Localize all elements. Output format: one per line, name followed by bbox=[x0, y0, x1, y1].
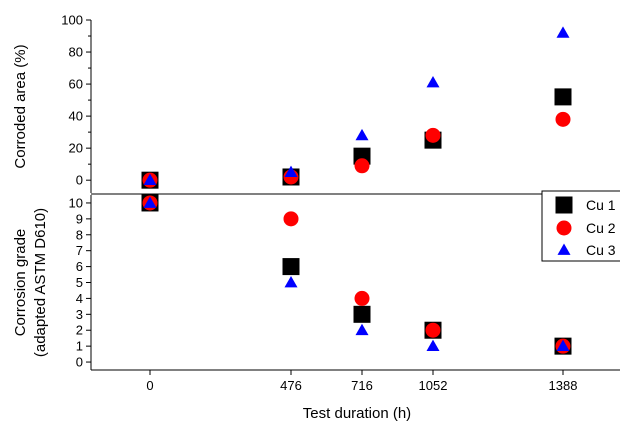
top-y-axis-title: Corroded area (%) bbox=[12, 44, 29, 168]
bottom-y-tick-label: 0 bbox=[76, 355, 83, 370]
bottom-point-cu-1 bbox=[353, 305, 371, 323]
top-y-tick-label: 40 bbox=[69, 109, 83, 124]
top-point-cu-2 bbox=[425, 127, 441, 143]
bottom-y-axis-title-line1: Corrosion grade bbox=[12, 229, 29, 337]
legend-marker-cu-2 bbox=[556, 220, 572, 236]
bottom-point-cu-3 bbox=[284, 276, 298, 288]
legend: Cu 1 Cu 2 Cu 3 bbox=[541, 190, 620, 262]
top-point-cu-3 bbox=[284, 165, 298, 178]
bottom-point-cu-3 bbox=[426, 339, 440, 352]
top-y-tick-label: 60 bbox=[69, 77, 83, 92]
bottom-point-cu-1 bbox=[282, 258, 300, 276]
bottom-point-cu-2 bbox=[425, 322, 441, 338]
x-tick-label: 1388 bbox=[549, 378, 578, 393]
top-panel: 0 20 40 60 80 100 Corroded area (%) bbox=[12, 13, 620, 195]
x-tick-label: 0 bbox=[146, 378, 153, 393]
top-point-cu-2 bbox=[354, 158, 370, 174]
bottom-y-tick-label: 5 bbox=[76, 275, 83, 290]
x-axis-title: Test duration (h) bbox=[303, 405, 411, 422]
bottom-point-cu-2 bbox=[283, 211, 299, 227]
bottom-point-cu-3 bbox=[355, 323, 369, 336]
x-axis: 0 476 716 1052 1388 Test duration (h) bbox=[91, 369, 620, 422]
bottom-y-axis-title-line2: (adapted ASTM D610) bbox=[32, 208, 49, 357]
bottom-y-tick-label: 7 bbox=[76, 243, 83, 258]
x-tick-label: 476 bbox=[280, 378, 302, 393]
bottom-point-cu-2 bbox=[354, 290, 370, 306]
top-point-cu-1 bbox=[554, 88, 572, 106]
top-y-tick-label: 100 bbox=[61, 13, 83, 28]
x-tick-label: 1052 bbox=[419, 378, 448, 393]
legend-label-cu-3: Cu 3 bbox=[586, 242, 616, 258]
bottom-point-cu-3 bbox=[143, 196, 157, 208]
top-point-cu-3 bbox=[556, 26, 570, 38]
bottom-y-tick-label: 9 bbox=[76, 211, 83, 226]
bottom-y-tick-label: 2 bbox=[76, 323, 83, 338]
top-point-cu-2 bbox=[555, 111, 571, 127]
legend-box bbox=[541, 190, 620, 262]
x-tick-label: 716 bbox=[351, 378, 373, 393]
top-y-tick-label: 0 bbox=[76, 173, 83, 188]
bottom-y-tick-label: 8 bbox=[76, 227, 83, 242]
legend-marker-cu-1 bbox=[555, 196, 573, 214]
top-y-tick-label: 20 bbox=[69, 141, 83, 156]
bottom-y-tick-label: 3 bbox=[76, 307, 83, 322]
bottom-y-tick-label: 10 bbox=[69, 195, 83, 210]
bottom-y-tick-label: 1 bbox=[76, 339, 83, 354]
top-point-cu-3 bbox=[143, 173, 157, 186]
bottom-y-tick-label: 6 bbox=[76, 259, 83, 274]
bottom-y-tick-label: 4 bbox=[76, 291, 83, 306]
bottom-point-cu-3 bbox=[556, 339, 570, 352]
top-point-cu-3 bbox=[426, 75, 440, 88]
top-y-tick-label: 80 bbox=[69, 45, 83, 60]
top-point-cu-3 bbox=[355, 128, 369, 141]
legend-label-cu-2: Cu 2 bbox=[586, 220, 616, 236]
legend-marker-cu-3 bbox=[557, 243, 571, 255]
legend-label-cu-1: Cu 1 bbox=[586, 197, 616, 213]
